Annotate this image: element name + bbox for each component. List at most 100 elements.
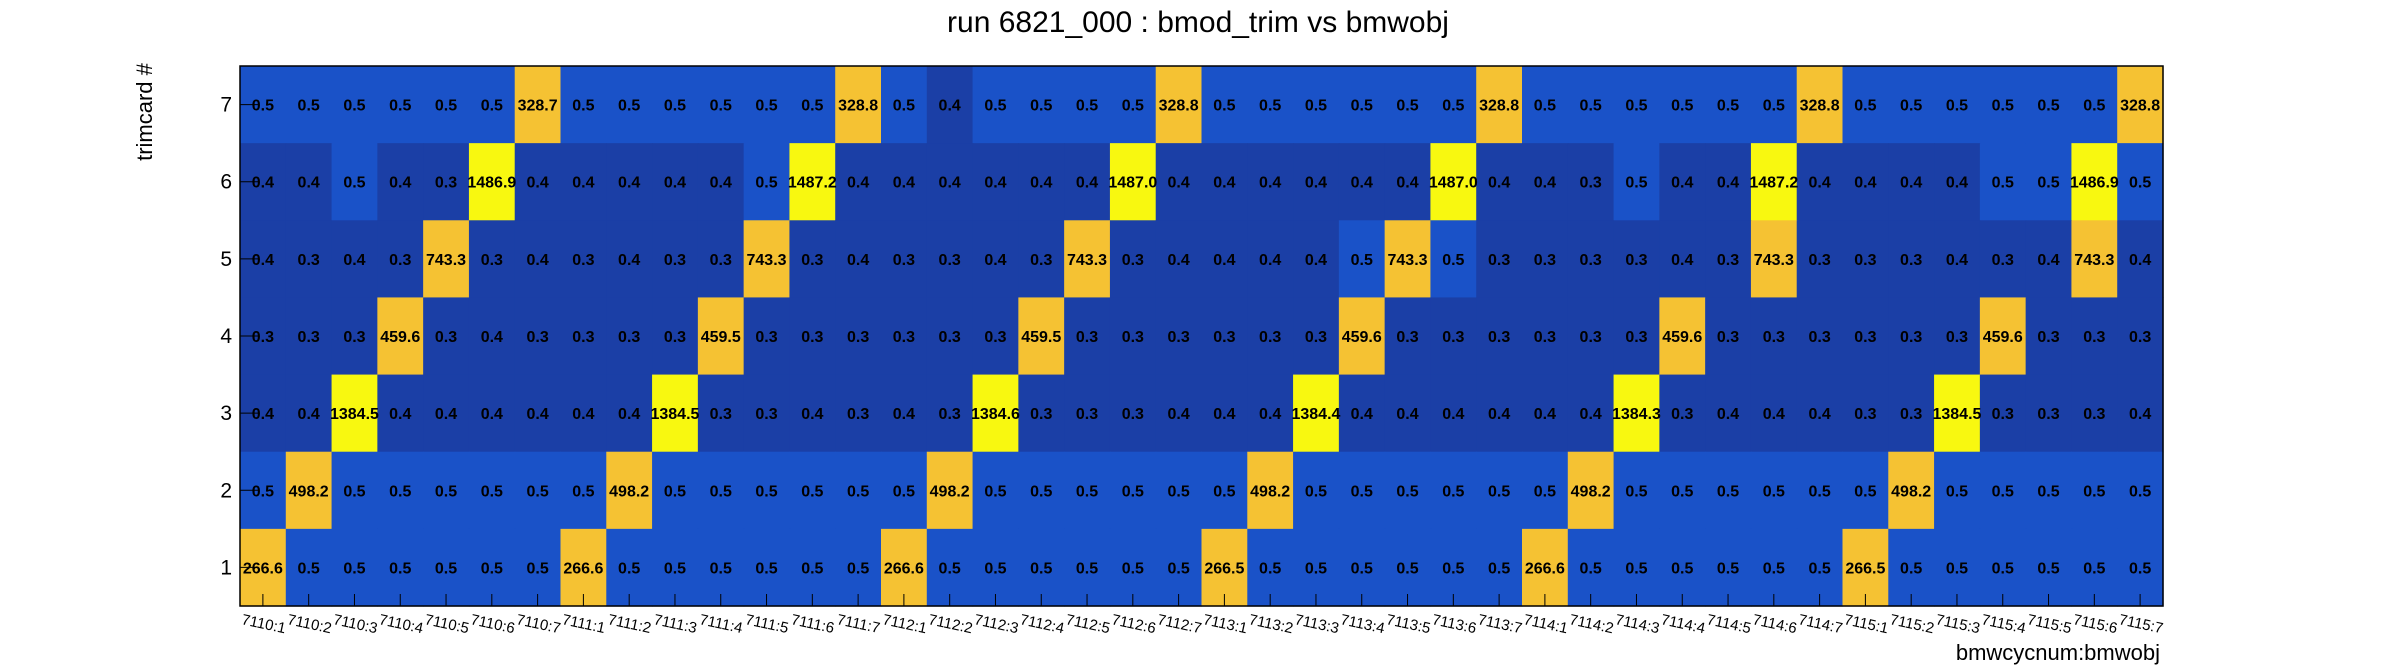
heatmap-cell (560, 220, 607, 299)
heatmap-cell (423, 143, 470, 221)
cell-value-label: 0.3 (847, 329, 869, 346)
cell-value-label: 266.6 (243, 560, 283, 577)
heatmap-cell (2117, 528, 2164, 607)
heatmap-cell (1567, 451, 1615, 530)
heatmap-cell (1705, 143, 1752, 221)
cell-value-label: 0.5 (2037, 483, 2059, 500)
heatmap-cell (1247, 66, 1294, 144)
x-tick-label: 7111:7 (835, 611, 881, 637)
heatmap-cell (2071, 220, 2118, 299)
heatmap-cell (1522, 451, 1569, 530)
cell-value-label: 0.5 (755, 98, 777, 115)
y-tick-label: 2 (220, 479, 232, 502)
cell-value-label: 328.8 (1479, 98, 1519, 115)
heatmap-cell (1018, 374, 1065, 453)
cell-value-label: 0.3 (1580, 329, 1602, 346)
heatmap-cell (1613, 451, 1660, 530)
cell-value-label: 0.4 (481, 329, 503, 346)
heatmap-cell (606, 297, 653, 376)
cell-value-label: 0.5 (1396, 483, 1418, 500)
heatmap-cell (2025, 451, 2073, 530)
heatmap-cell (1201, 220, 1248, 299)
heatmap-cell (835, 528, 882, 607)
heatmap-cell (1109, 374, 1157, 453)
heatmap-cell (1201, 528, 1248, 607)
heatmap-cell (331, 374, 378, 453)
heatmap-cell (1384, 451, 1432, 530)
heatmap-cell (2025, 374, 2073, 453)
x-tick-label: 7115:7 (2117, 611, 2164, 637)
cell-value-label: 0.3 (1259, 329, 1281, 346)
cell-value-label: 0.4 (1763, 406, 1785, 423)
heatmap-cell (1934, 66, 1981, 144)
heatmap-cell (1293, 528, 1340, 607)
cell-value-label: 0.4 (1030, 175, 1052, 192)
cell-value-label: 0.3 (1717, 329, 1739, 346)
cell-value-label: 0.5 (801, 560, 823, 577)
heatmap-cell (1659, 374, 1706, 453)
cell-value-label: 0.3 (435, 329, 457, 346)
heatmap-cell (1476, 374, 1523, 453)
cell-value-label: 743.3 (747, 252, 787, 269)
cell-value-label: 0.5 (252, 483, 274, 500)
heatmap-cell (423, 374, 470, 453)
cell-value-label: 0.5 (1717, 560, 1739, 577)
heatmap-cell (1934, 143, 1981, 221)
cell-value-label: 0.3 (1808, 329, 1830, 346)
cell-value-label: 0.3 (710, 252, 732, 269)
heatmap-cell (1888, 66, 1935, 144)
cell-value-label: 0.5 (1351, 252, 1373, 269)
heatmap-cell (652, 220, 699, 299)
heatmap-cell (697, 143, 745, 221)
y-tick-label: 6 (220, 171, 232, 194)
heatmap-cell (1338, 143, 1386, 221)
x-tick-label: 7111:2 (606, 611, 652, 637)
x-tick-label: 7115:2 (1888, 611, 1935, 637)
cell-value-label: 0.5 (1946, 560, 1968, 577)
cell-value-label: 0.5 (1030, 483, 1052, 500)
cell-value-label: 459.6 (1662, 329, 1702, 346)
heatmap-cell (377, 143, 424, 221)
x-tick-label: 7114:6 (1751, 611, 1798, 637)
cell-value-label: 0.5 (343, 483, 365, 500)
heatmap-cell (697, 297, 745, 376)
heatmap-cell (1522, 220, 1569, 299)
heatmap-cell (881, 220, 928, 299)
cell-value-label: 0.5 (847, 483, 869, 500)
heatmap-cell (1888, 143, 1935, 221)
cell-value-label: 0.3 (1900, 329, 1922, 346)
cell-value-label: 0.4 (526, 252, 548, 269)
heatmap-cell (835, 297, 882, 376)
cell-value-label: 1487.0 (1429, 175, 1478, 192)
cell-value-label: 0.5 (572, 483, 594, 500)
cell-value-label: 0.5 (1854, 483, 1876, 500)
cell-value-label: 0.4 (618, 175, 640, 192)
heatmap-cell (1476, 297, 1523, 376)
heatmap-cell (881, 374, 928, 453)
heatmap-cell (1888, 374, 1935, 453)
cell-value-label: 0.3 (755, 406, 777, 423)
cell-value-label: 0.3 (1808, 252, 1830, 269)
cell-value-label: 0.4 (389, 175, 411, 192)
cell-value-label: 0.4 (1351, 406, 1373, 423)
cell-value-label: 0.5 (1076, 98, 1098, 115)
heatmap-cell (1613, 66, 1660, 144)
cell-value-label: 1384.5 (1932, 406, 1981, 423)
heatmap-cell (1842, 528, 1889, 607)
heatmap-cell (1659, 143, 1706, 221)
heatmap-cell (377, 528, 424, 607)
heatmap-cell (1293, 451, 1340, 530)
cell-value-label: 0.3 (572, 329, 594, 346)
heatmap-cell (972, 66, 1019, 144)
heatmap-cell (1613, 374, 1660, 453)
heatmap-cell (1109, 297, 1157, 376)
heatmap-cell (2071, 374, 2118, 453)
heatmap-cell (331, 220, 378, 299)
cell-value-label: 1487.0 (1108, 175, 1157, 192)
heatmap-cell (1384, 297, 1432, 376)
cell-value-label: 0.5 (1396, 560, 1418, 577)
heatmap-cell (1430, 297, 1477, 376)
cell-value-label: 0.5 (1625, 175, 1647, 192)
cell-value-label: 0.5 (1305, 98, 1327, 115)
heatmap-cell (881, 66, 928, 144)
